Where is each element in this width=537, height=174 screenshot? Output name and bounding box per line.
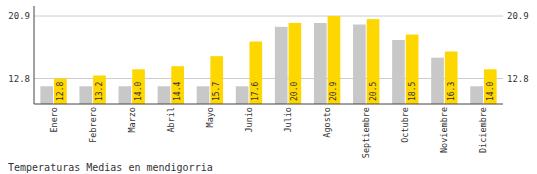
x-tick-label: Febrero bbox=[88, 107, 98, 143]
y2-tick-label: 12.8 bbox=[507, 74, 529, 84]
data-label: 17.6 bbox=[251, 82, 260, 101]
data-label: 18.5 bbox=[408, 82, 417, 101]
y-axis-line bbox=[34, 6, 35, 104]
bar bbox=[484, 69, 497, 104]
x-tick-label: Septiembre bbox=[361, 107, 371, 158]
bar bbox=[470, 86, 483, 104]
bar bbox=[79, 86, 92, 104]
chart: 12.8 12.8 20.9 20.9 12.8 13.2 14.0 14.4 15.7 17.6… bbox=[0, 0, 537, 174]
y2-tick-label: 20.9 bbox=[507, 11, 529, 21]
grid-line bbox=[34, 16, 503, 17]
bar bbox=[431, 58, 444, 104]
x-tick-label: Octubre bbox=[400, 107, 410, 143]
bar bbox=[314, 23, 327, 104]
bar bbox=[210, 56, 223, 104]
bar bbox=[367, 19, 380, 104]
x-tick-label: Enero bbox=[49, 107, 59, 133]
bar bbox=[249, 41, 262, 104]
data-label: 12.8 bbox=[56, 82, 65, 101]
x-axis-line bbox=[34, 104, 503, 105]
bar bbox=[236, 86, 249, 104]
bar bbox=[353, 25, 366, 104]
title: Temperaturas Medias en mendigorria bbox=[8, 162, 213, 173]
bar bbox=[158, 86, 171, 104]
data-label: 20.0 bbox=[290, 82, 299, 101]
data-label: 20.5 bbox=[369, 82, 378, 101]
x-tick-label: Abril bbox=[166, 107, 176, 133]
data-label: 20.9 bbox=[329, 82, 338, 101]
bar bbox=[171, 66, 184, 104]
bar bbox=[40, 86, 53, 104]
bar bbox=[445, 52, 458, 104]
bar bbox=[93, 75, 106, 104]
data-label: 14.0 bbox=[134, 82, 143, 101]
x-tick-label: Noviembre bbox=[439, 107, 449, 153]
bar bbox=[289, 23, 302, 104]
bar bbox=[197, 86, 210, 104]
data-label: 13.2 bbox=[95, 82, 104, 101]
data-label: 14.4 bbox=[173, 82, 182, 101]
x-tick-label: Mayo bbox=[205, 107, 215, 127]
data-label: 14.0 bbox=[486, 82, 495, 101]
bar bbox=[132, 69, 145, 104]
bar bbox=[392, 40, 405, 104]
data-label: 16.3 bbox=[447, 82, 456, 101]
bar bbox=[54, 79, 67, 104]
data-label: 15.7 bbox=[212, 82, 221, 101]
bar bbox=[275, 27, 288, 104]
bars bbox=[40, 16, 496, 104]
x-tick-label: Marzo bbox=[127, 107, 137, 133]
y-tick-label: 12.8 bbox=[8, 74, 30, 84]
x-tick-label: Agosto bbox=[322, 107, 332, 138]
bar bbox=[406, 35, 419, 104]
bar bbox=[328, 16, 341, 104]
x-tick-label: Diciembre bbox=[478, 107, 488, 153]
x-tick-label: Julio bbox=[283, 107, 293, 133]
y-tick-label: 20.9 bbox=[8, 11, 30, 21]
x-tick-label: Junio bbox=[244, 107, 254, 133]
bar bbox=[119, 86, 132, 104]
